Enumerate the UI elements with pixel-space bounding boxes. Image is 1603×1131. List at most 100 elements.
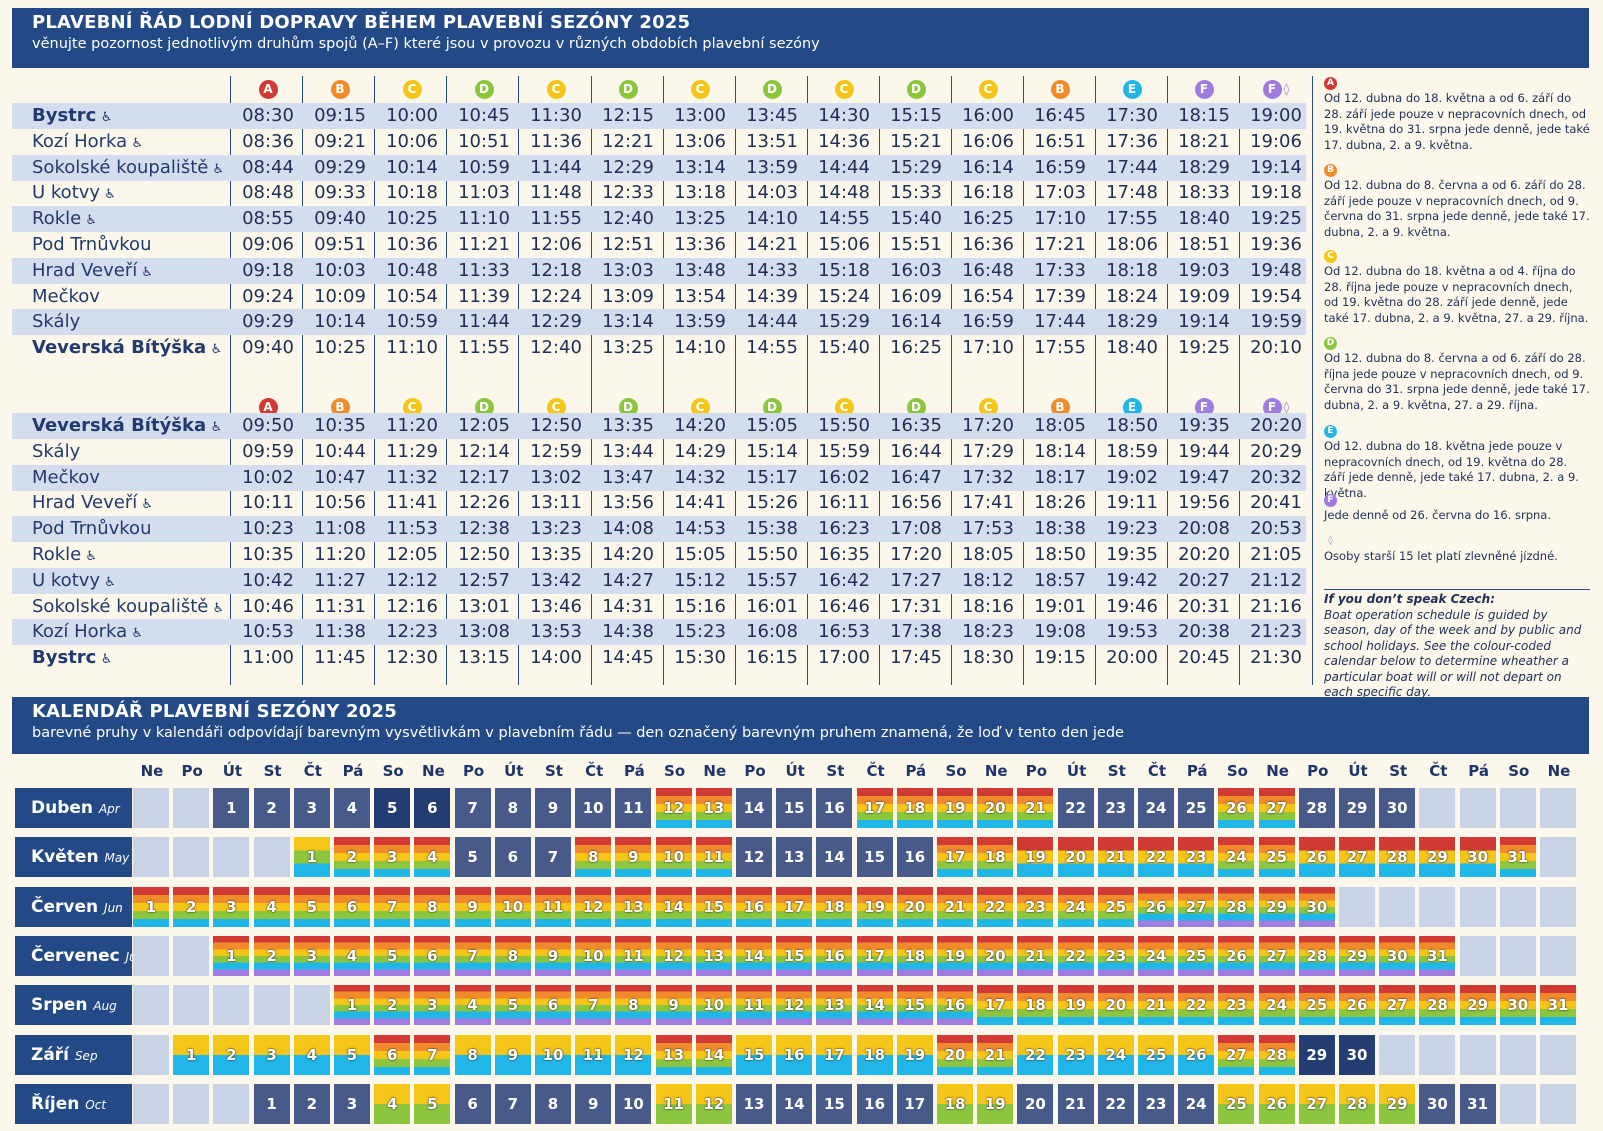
day-number: 10 (582, 946, 604, 965)
departure-time: 11:45 (314, 647, 366, 669)
departure-time: 13:14 (674, 156, 726, 178)
legend-text: Od 12. dubna do 18. května a od 4. října… (1324, 264, 1589, 325)
day-number: 2 (226, 1045, 237, 1064)
calendar-day: 17 (856, 788, 893, 828)
wheelchair-icon: ♿ (100, 574, 116, 590)
day-number: 12 (783, 996, 805, 1015)
calendar-day: 7 (494, 1083, 531, 1124)
weekday-label: Út (1348, 762, 1368, 780)
month-name: Říjen (31, 1093, 86, 1114)
service-code-letter: D (474, 398, 494, 417)
calendar-day: 9 (615, 837, 652, 878)
departure-time: 21:16 (1250, 595, 1302, 617)
weekday-label: St (263, 762, 282, 780)
month-name: Červen (31, 896, 105, 917)
day-number: 25 (1225, 1094, 1247, 1113)
departure-time: 18:15 (1178, 105, 1230, 126)
day-number: 18 (944, 1094, 966, 1113)
departure-time: 16:48 (962, 259, 1014, 281)
calendar-day: 9 (494, 1034, 531, 1075)
departure-time: 18:14 (1034, 440, 1086, 462)
day-number: 9 (547, 799, 559, 817)
departure-time: 15:50 (746, 544, 798, 565)
table-row: Skály 09:59 10:44 11:29 12:14 12:59 13:44 14:29… (12, 439, 1306, 465)
calendar-day: 7 (414, 1034, 451, 1075)
departure-time: 16:03 (890, 259, 942, 281)
calendar-day: 30 (1459, 837, 1496, 878)
column-divider (951, 76, 952, 685)
departure-time: 13:35 (602, 415, 654, 436)
day-number: 13 (703, 946, 725, 965)
service-code-badge: B (1024, 78, 1096, 100)
day-number: 23 (1105, 799, 1127, 817)
calendar-day (133, 788, 169, 828)
calendar-day (1459, 886, 1496, 927)
weekday-label: Út (222, 762, 243, 780)
calendar-day: 10 (575, 788, 612, 828)
departure-time: 13:45 (746, 105, 798, 126)
calendar-day: 12 (736, 837, 772, 878)
day-number: 11 (622, 799, 644, 817)
departure-time: 12:57 (458, 569, 510, 591)
departure-time: 20:27 (1178, 569, 1230, 591)
service-code-badge: C (952, 396, 1024, 418)
calendar-day: 31 (1540, 985, 1576, 1026)
calendar-day: 5 (334, 1034, 370, 1075)
day-number: 21 (944, 897, 966, 916)
day-number: 23 (1065, 1045, 1087, 1064)
departure-time: 13:59 (746, 156, 798, 178)
calendar-day: 14 (695, 1034, 732, 1075)
day-number: 20 (944, 1045, 966, 1064)
calendar-day: 1 (213, 788, 250, 828)
service-code-letter: C (690, 398, 710, 417)
departure-time: 10:42 (242, 569, 294, 591)
departure-time: 16:18 (962, 182, 1014, 204)
day-number: 9 (668, 996, 679, 1015)
service-code-letter: A (258, 80, 278, 99)
calendar-day: 20 (1057, 837, 1094, 878)
departure-time: 13:35 (530, 544, 582, 565)
calendar-day: 10 (615, 1083, 652, 1124)
wheelchair-icon: ♿ (81, 213, 98, 229)
table-row: Kozí Horka ♿ 10:53 11:38 12:23 13:08 13:53 14:… (12, 619, 1306, 646)
calendar-day: 18 (896, 935, 933, 976)
stop-label: Pod Trnůvkou (32, 518, 152, 540)
calendar-day: 28 (1339, 1083, 1375, 1124)
day-number: 1 (185, 1045, 197, 1064)
table-row: Mečkov 09:24 10:09 10:54 11:39 12:24 13:09 13:5… (12, 284, 1306, 310)
departure-time: 11:31 (314, 595, 366, 617)
calendar-day: 9 (535, 935, 571, 976)
day-number: 22 (1024, 1045, 1046, 1064)
calendar-day: 14 (736, 935, 772, 976)
departure-time: 11:39 (458, 285, 510, 307)
calendar-day: 17 (776, 886, 813, 927)
departure-time: 12:06 (530, 234, 582, 255)
service-code-badge: C (520, 78, 592, 100)
calendar-day: 12 (776, 985, 813, 1026)
month-name: Duben (31, 798, 99, 818)
departure-time: 15:17 (746, 466, 798, 488)
service-code-badge: ◊ (1328, 536, 1333, 546)
stop-name: Veverská Bítýška ♿ (32, 335, 222, 363)
calendar-day: 9 (454, 886, 491, 927)
departure-time: 18:26 (1034, 492, 1086, 514)
column-divider (1023, 76, 1025, 685)
stop-name: Pod Trnůvkou (32, 516, 151, 542)
day-number: 3 (226, 897, 237, 916)
departure-time: 09:06 (242, 234, 294, 255)
calendar-day: 30 (1419, 1083, 1456, 1124)
service-code-letter: D (618, 398, 638, 417)
day-number: 20 (984, 799, 1006, 817)
stop-name: Hrad Veveří ♿ (32, 490, 153, 518)
day-number: 2 (306, 1094, 318, 1113)
stop-label: Kozí Horka (32, 621, 128, 643)
calendar-day (1540, 1034, 1576, 1075)
calendar-day: 2 (213, 1034, 250, 1075)
day-number: 1 (346, 996, 358, 1015)
departure-time: 17:36 (1106, 130, 1158, 152)
stop-label: Sokolské koupaliště (32, 156, 209, 178)
departure-time: 21:30 (1250, 647, 1302, 669)
day-number: 9 (587, 1094, 599, 1113)
day-number: 11 (622, 946, 644, 965)
day-number: 31 (1426, 946, 1448, 965)
